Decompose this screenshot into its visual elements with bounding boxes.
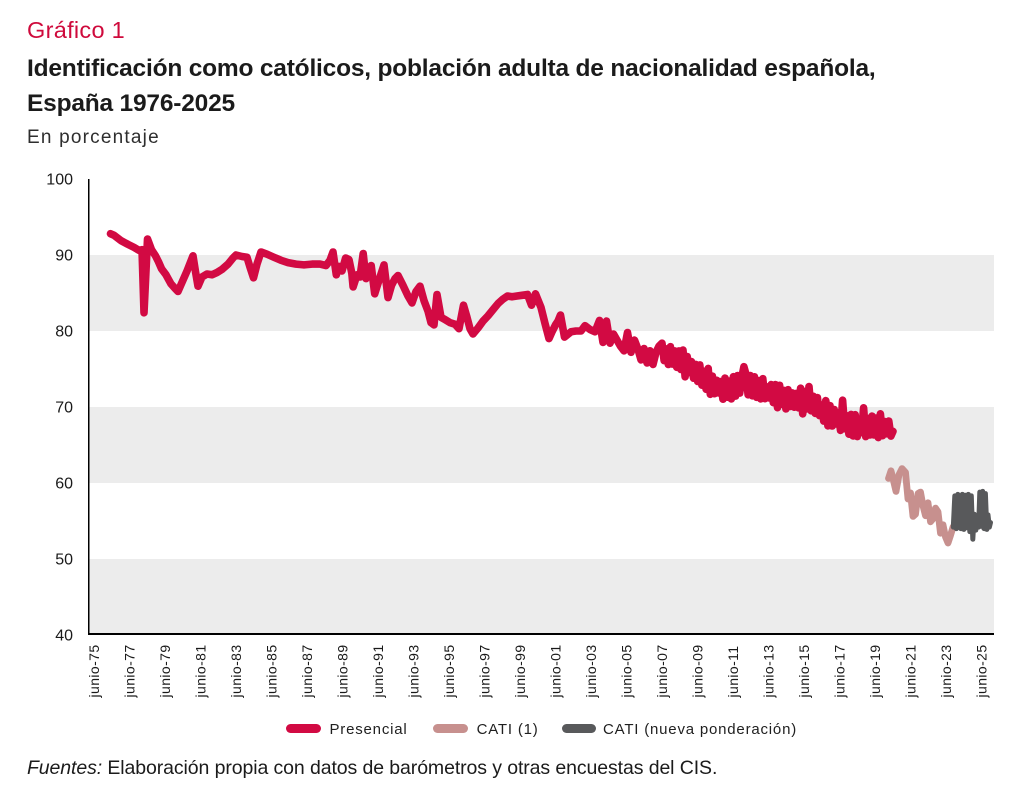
svg-text:100: 100 xyxy=(46,172,73,189)
svg-text:junio-03: junio-03 xyxy=(583,644,599,698)
svg-text:junio-83: junio-83 xyxy=(228,644,244,698)
svg-text:junio-15: junio-15 xyxy=(796,644,812,698)
svg-text:junio-17: junio-17 xyxy=(832,644,848,698)
svg-text:junio-19: junio-19 xyxy=(867,644,883,698)
svg-text:junio-75: junio-75 xyxy=(86,644,102,698)
svg-text:junio-91: junio-91 xyxy=(370,644,386,698)
svg-text:junio-21: junio-21 xyxy=(903,644,919,698)
svg-text:junio-93: junio-93 xyxy=(406,644,422,698)
svg-text:junio-85: junio-85 xyxy=(264,644,280,698)
svg-text:junio-07: junio-07 xyxy=(654,644,670,698)
svg-text:40: 40 xyxy=(55,628,73,645)
svg-text:90: 90 xyxy=(55,248,73,265)
svg-text:junio-87: junio-87 xyxy=(299,644,315,698)
svg-text:junio-77: junio-77 xyxy=(122,644,138,698)
svg-text:junio-23: junio-23 xyxy=(938,644,954,698)
svg-text:junio-01: junio-01 xyxy=(548,644,564,698)
svg-text:junio-25: junio-25 xyxy=(974,644,990,698)
svg-text:junio-79: junio-79 xyxy=(157,644,173,698)
svg-text:60: 60 xyxy=(55,476,73,493)
svg-text:junio-05: junio-05 xyxy=(619,644,635,698)
svg-text:50: 50 xyxy=(55,552,73,569)
svg-text:junio-81: junio-81 xyxy=(193,644,209,698)
svg-text:junio-89: junio-89 xyxy=(335,644,351,698)
svg-text:junio-11: junio-11 xyxy=(725,646,741,699)
svg-text:junio-97: junio-97 xyxy=(477,644,493,698)
svg-text:80: 80 xyxy=(55,324,73,341)
svg-text:70: 70 xyxy=(55,400,73,417)
svg-text:junio-99: junio-99 xyxy=(512,644,528,698)
svg-text:junio-95: junio-95 xyxy=(441,644,457,698)
svg-text:junio-09: junio-09 xyxy=(690,644,706,698)
svg-text:junio-13: junio-13 xyxy=(761,644,777,698)
